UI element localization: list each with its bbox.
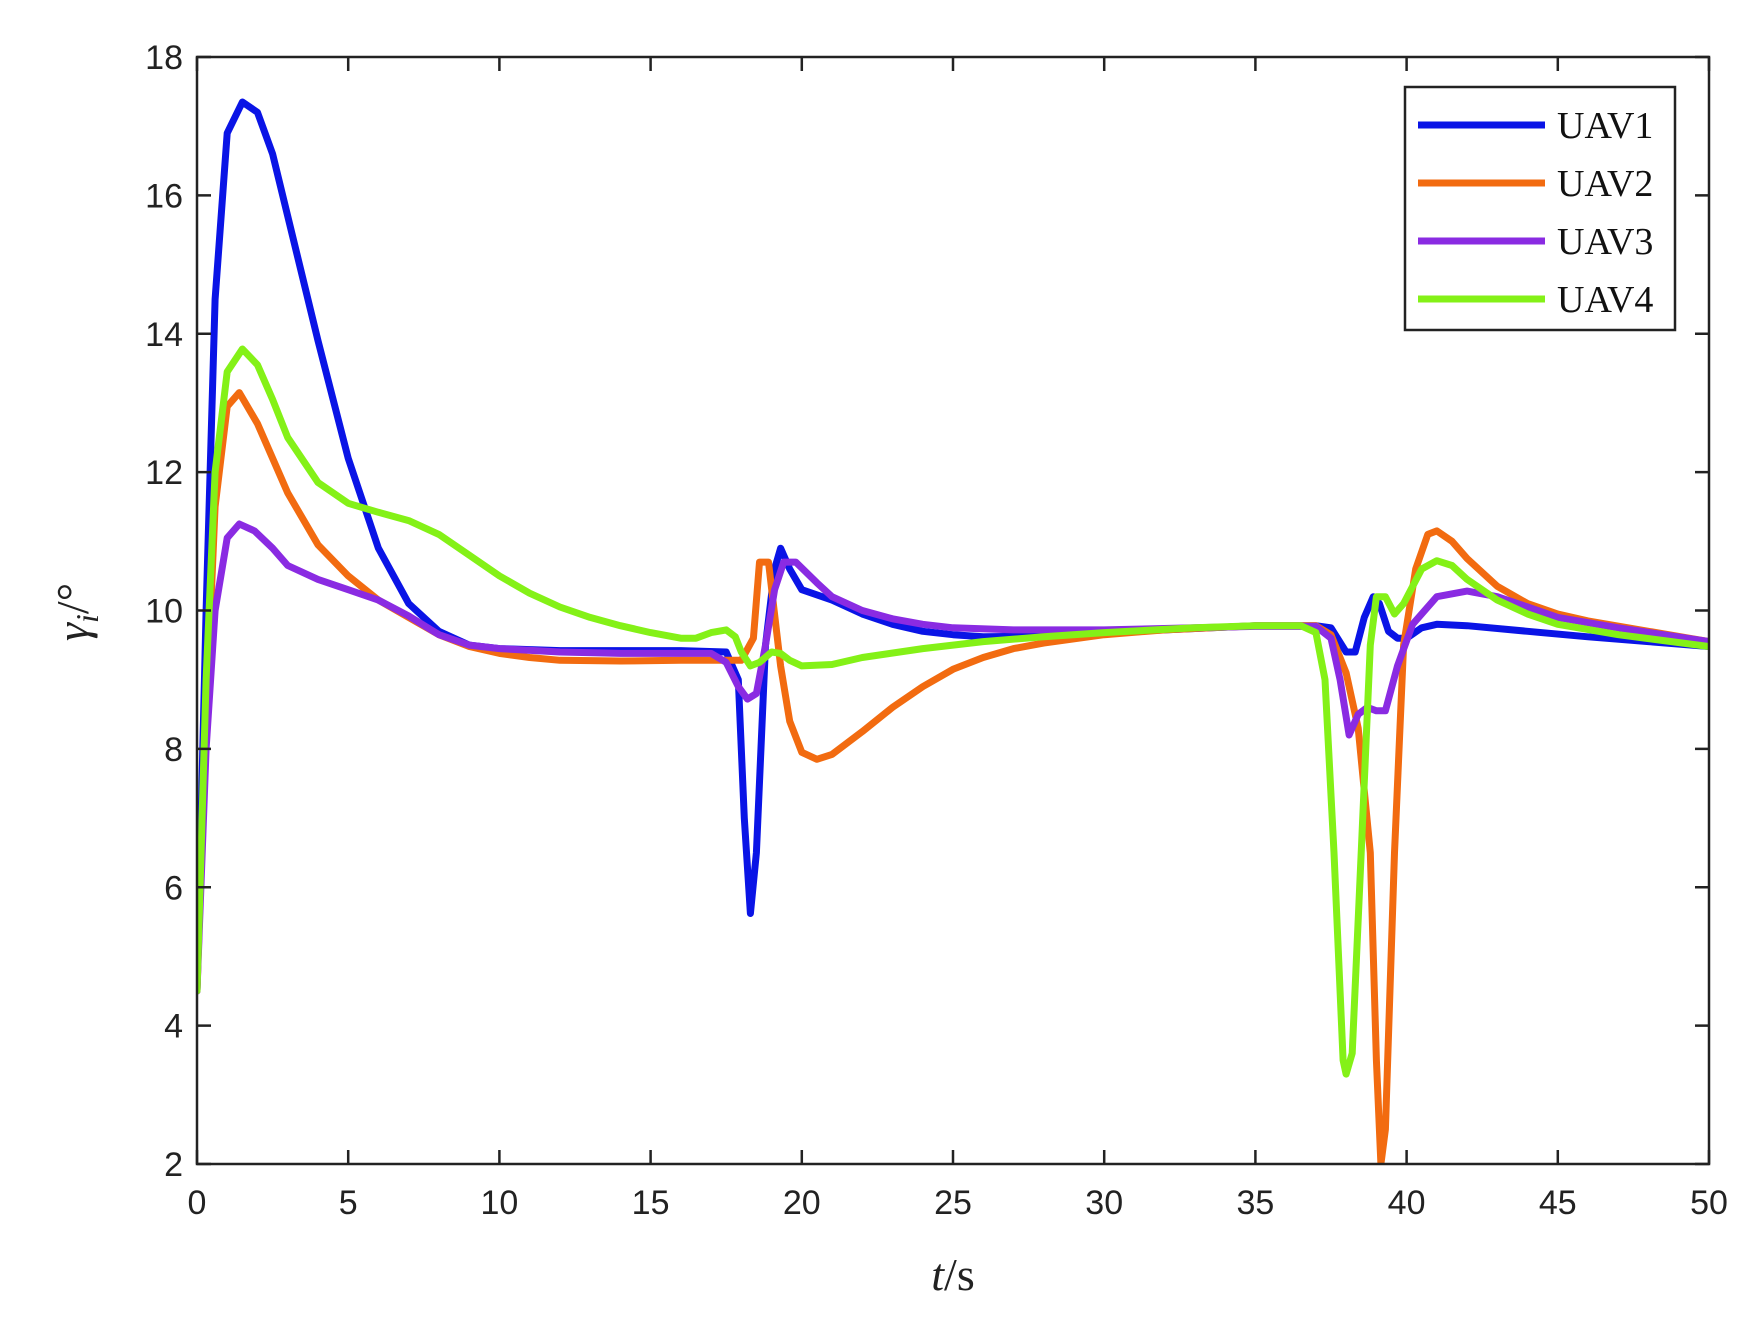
x-tick-label: 30 — [1085, 1184, 1123, 1222]
x-axis-label: t/s — [931, 1249, 974, 1300]
x-axis-label-unit: /s — [944, 1249, 975, 1300]
y-tick-label: 12 — [145, 454, 183, 492]
legend-entries: UAV1 UAV2 UAV3 UAV4 — [1418, 105, 1653, 321]
y-tick-label: 10 — [145, 593, 183, 631]
legend-label-uav2: UAV2 — [1557, 163, 1653, 205]
y-axis-label-subscript: i — [69, 614, 105, 623]
svg-text:γi/°: γi/° — [47, 583, 105, 641]
y-axis-label-unit: /° — [47, 583, 98, 614]
x-tick-label: 5 — [339, 1184, 358, 1222]
y-tick-label: 8 — [164, 731, 183, 769]
y-tick-label: 2 — [164, 1146, 183, 1184]
x-tick-label: 15 — [632, 1184, 670, 1222]
y-axis-label-symbol: γ — [47, 621, 98, 641]
y-axis-label: γi/° — [47, 583, 105, 641]
legend-label-uav3: UAV3 — [1557, 221, 1653, 263]
series-line-uav3 — [197, 520, 1709, 995]
x-tick-label: 35 — [1236, 1184, 1274, 1222]
tick-layer: 0 5 10 15 20 25 30 35 40 45 50 2 4 6 8 10 12 14 16 18 — [145, 39, 1728, 1222]
x-tick-label: 50 — [1690, 1184, 1728, 1222]
x-axis-label-italic: t — [931, 1249, 945, 1300]
svg-text:t/s: t/s — [931, 1249, 974, 1300]
legend-label-uav4: UAV4 — [1557, 279, 1653, 321]
y-tick-label: 18 — [145, 39, 183, 77]
y-tick-label: 4 — [164, 1008, 183, 1046]
x-tick-label: 45 — [1539, 1184, 1577, 1222]
y-tick-label: 14 — [145, 316, 183, 354]
y-tick-label: 6 — [164, 869, 183, 907]
series-layer — [197, 98, 1709, 1164]
series-line-uav1 — [197, 98, 1709, 995]
series-line-uav4 — [197, 345, 1709, 1078]
x-tick-label: 40 — [1388, 1184, 1426, 1222]
legend-label-uav1: UAV1 — [1557, 105, 1653, 147]
x-tick-label: 20 — [783, 1184, 821, 1222]
x-tick-label: 25 — [934, 1184, 972, 1222]
y-tick-label: 16 — [145, 177, 183, 215]
legend: UAV1 UAV2 UAV3 UAV4 — [1403, 85, 1677, 332]
x-tick-label: 0 — [188, 1184, 207, 1222]
x-tick-label: 10 — [480, 1184, 518, 1222]
